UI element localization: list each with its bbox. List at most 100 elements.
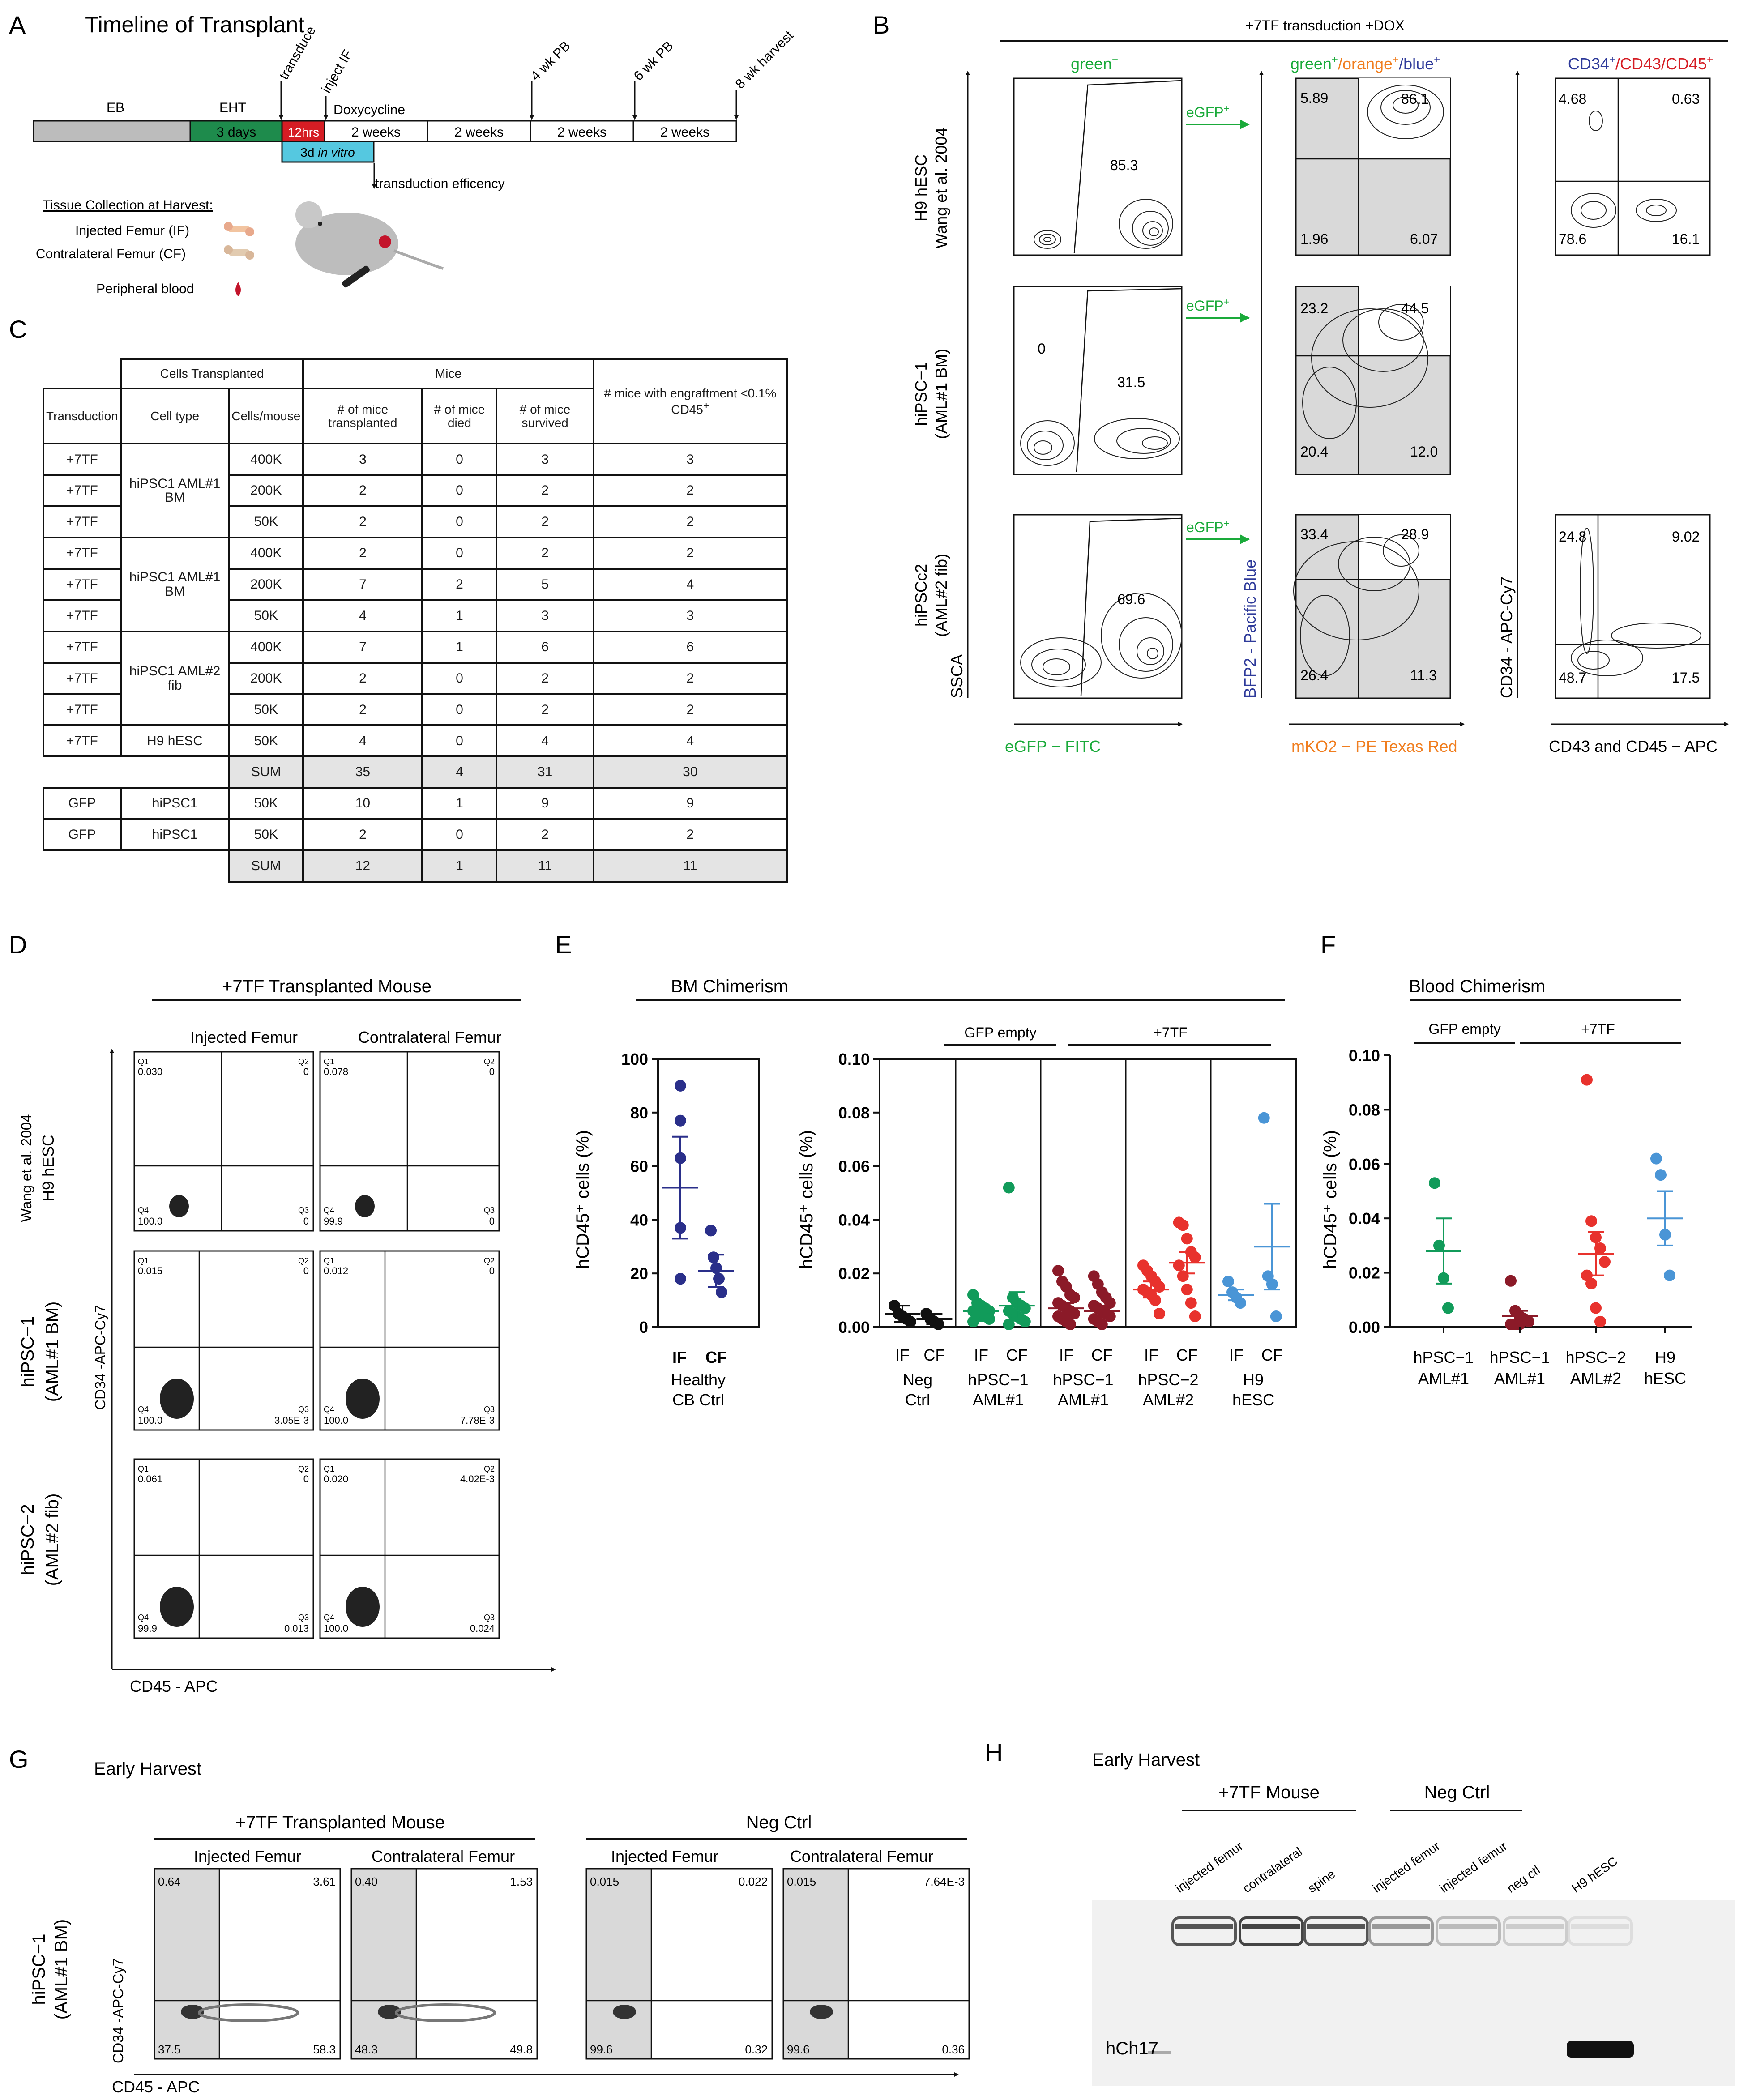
data-point [1429, 1177, 1440, 1189]
d-row3-b: (AML#2 fib) [43, 1494, 62, 1586]
e-ylabel-2: hCD45⁺ cells (%) [797, 1130, 816, 1269]
e-x-cf: CF [1176, 1346, 1198, 1364]
b-plot-r1c2 [1295, 77, 1451, 256]
g-xlabel: CD45 - APC [112, 2078, 200, 2096]
q1-value: 0.40 [355, 1875, 378, 1888]
data-point [1594, 1242, 1606, 1254]
data-point [705, 1225, 717, 1237]
b-r3c2-q2: 28.9 [1401, 526, 1429, 542]
data-point [1052, 1265, 1064, 1277]
q1-value: 0.015 [787, 1875, 816, 1888]
e-right-tick-label: 0.02 [838, 1264, 870, 1283]
event-cluster [346, 1379, 380, 1419]
b-contours-c1 [1020, 199, 1182, 687]
q3-value: 0.024 [470, 1623, 495, 1634]
b-gate-r3 [1080, 517, 1182, 696]
f-group-label-2: AML#1 [1418, 1369, 1469, 1387]
e-left-x-cf: CF [705, 1348, 727, 1366]
q4-value: 99.9 [324, 1216, 343, 1227]
stage-week-1 [324, 120, 428, 142]
table-row: +7TF H9 hESC 50K 4 0 4 4 [43, 724, 788, 758]
data-point [1189, 1310, 1201, 1323]
e-x-cf: CF [1091, 1346, 1113, 1364]
event-cluster [355, 1195, 375, 1217]
q2-value: 0 [489, 1066, 495, 1077]
q3-label: Q3 [298, 1206, 309, 1215]
data-point [1003, 1182, 1015, 1194]
data-point [1019, 1316, 1031, 1328]
q3-value: 3.05E-3 [274, 1415, 309, 1426]
b-egfp-label-3: eGFP+ [1186, 518, 1229, 535]
e-left-group-a: Healthy [671, 1370, 726, 1389]
q2-value: 0 [303, 1265, 309, 1276]
plot-frame [133, 1051, 314, 1232]
e-x-cf: CF [1261, 1346, 1283, 1364]
data-point [675, 1273, 686, 1285]
g-col2: Contralateral Femur [372, 1847, 515, 1865]
gel-well-band [1303, 1916, 1369, 1946]
gel-band-label: hCh17 [1106, 2039, 1158, 2058]
stage-label-eht: EHT [219, 100, 246, 115]
tissue-title: Tissue Collection at Harvest: [43, 198, 213, 213]
data-point [1181, 1284, 1193, 1296]
e-left-tick-label: 100 [621, 1050, 648, 1068]
event-cluster [160, 1587, 194, 1627]
b-header: +7TF transduction +DOX [1245, 17, 1405, 34]
gel-band-upper [1307, 1924, 1365, 1929]
plot-frame-outline [154, 1868, 341, 2060]
header-engraftment: # mice with engraftment <0.1% CD45+ [592, 358, 788, 445]
panel-a-timeline: Timeline of Transplant EB EHT 3 days 12h… [33, 12, 796, 296]
q1-label: Q1 [138, 1464, 149, 1473]
header-cells-transplanted: Cells Transplanted [120, 358, 304, 389]
e-left-tick-label: 80 [630, 1104, 648, 1122]
gel-lane-label: injected femur [1437, 1839, 1510, 1895]
data-point [1064, 1319, 1076, 1331]
bone-icon-cf [224, 245, 254, 260]
panel-letter-b: B [873, 11, 889, 39]
q2-label: Q2 [484, 1057, 495, 1066]
q2-value: 0.022 [739, 1875, 768, 1888]
col-transduction: Transduction [43, 387, 122, 445]
data-point [1594, 1315, 1606, 1327]
data-point [1177, 1219, 1189, 1231]
f-group-label: hPSC−1 [1489, 1348, 1550, 1366]
data-point [1581, 1074, 1593, 1086]
b-r3c3-q2: 9.02 [1672, 529, 1700, 545]
f-tick-label: 0.06 [1349, 1155, 1380, 1174]
q3-label: Q3 [484, 1206, 495, 1215]
q2-label: Q2 [298, 1057, 309, 1066]
e-group-label: Neg [903, 1370, 932, 1389]
table-row: +7TF 50K 2 0 2 2 [43, 693, 788, 726]
e-x-if: IF [1059, 1346, 1073, 1364]
e-bracket-7tf: +7TF [1154, 1024, 1188, 1041]
gel-lane-label: injected femur [1370, 1839, 1443, 1895]
event-tail [198, 2003, 299, 2022]
f-tick-label: 0.02 [1349, 1264, 1380, 1282]
q1-value: 0.030 [138, 1066, 162, 1077]
tissue-cf: Contralateral Femur (CF) [36, 247, 186, 261]
q3-value: 0 [303, 1216, 309, 1227]
e-group-label: hPSC−2 [1138, 1370, 1198, 1389]
q2-label: Q2 [484, 1464, 495, 1473]
invitro-label: 3d in vitro [300, 145, 355, 159]
q2-label: Q2 [298, 1256, 309, 1265]
stage-week-3 [530, 120, 634, 142]
f-group-label-2: AML#2 [1570, 1369, 1621, 1387]
stage-eht-bar [189, 120, 283, 142]
b-plot-r1c1 [1013, 77, 1183, 256]
data-point [675, 1114, 686, 1127]
f-group-label: H9 [1655, 1348, 1675, 1366]
data-point [1185, 1297, 1197, 1309]
col-transplanted: # of mice transplanted [302, 387, 423, 445]
data-point [1222, 1276, 1234, 1288]
blood-drop-icon [235, 282, 241, 296]
g-row-b: (AML#1 BM) [51, 1919, 71, 2020]
stage-label-week4: 2 weeks [660, 125, 709, 140]
q1-label: Q1 [138, 1057, 149, 1066]
q1-value: 0.078 [324, 1066, 348, 1077]
g-flow-plot: 0.64 3.61 37.5 58.3 [154, 1868, 341, 2060]
